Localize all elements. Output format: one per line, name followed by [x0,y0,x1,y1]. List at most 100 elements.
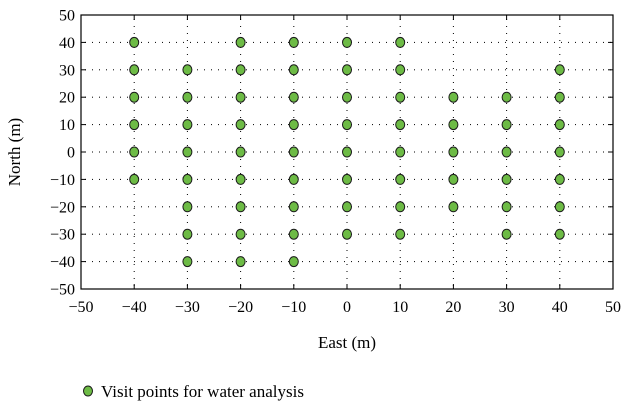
grid-dot [559,271,561,272]
grid-dot [113,206,114,208]
grid-dot [379,233,380,235]
data-point [182,256,193,268]
grid-dot [463,151,464,153]
x-tick-label: −10 [281,299,306,316]
grid-dot [506,159,508,160]
grid-dot [421,261,422,263]
grid-dot [186,271,188,272]
grid-dot [316,41,317,43]
grid-dot [113,233,114,235]
data-point [182,173,193,185]
grid-dot [568,261,569,263]
grid-dot [162,206,163,208]
grid-dot [113,261,114,263]
grid-dot [421,41,422,43]
grid-dot [253,206,254,208]
grid-dot [134,261,135,263]
grid-dot [346,215,348,216]
grid-dot [477,151,478,153]
grid-dot [204,261,205,263]
grid-dot [293,187,295,188]
grid-dot [519,151,520,153]
grid-dot [452,110,454,111]
y-tick-label: −50 [50,282,75,299]
grid-dot [186,278,188,279]
data-point [554,91,565,103]
grid-dot [506,278,508,279]
grid-dot [240,54,242,55]
grid-dot [323,96,324,98]
grid-dot [346,75,348,76]
grid-dot [148,206,149,208]
grid-dot [232,261,233,263]
grid-dot [393,96,394,98]
grid-dot [393,261,394,263]
grid-dot [246,124,247,126]
grid-dot [92,261,93,263]
grid-dot [141,41,142,43]
grid-dot [506,145,508,146]
grid-dot [240,61,242,62]
grid-dot [120,206,121,208]
data-point [235,91,246,103]
grid-dot [351,261,352,263]
grid-dot [162,69,163,71]
grid-dot [323,151,324,153]
grid-dot [435,69,436,71]
grid-dot [99,178,100,180]
grid-dot [452,75,454,76]
grid-dot [106,69,107,71]
grid-dot [506,222,508,223]
data-point [554,64,565,76]
grid-dot [435,233,436,235]
legend-label: Visit points for water analysis [101,382,304,401]
grid-dot [596,151,597,153]
grid-dot [505,69,506,71]
grid-dot [190,41,191,43]
grid-dot [186,243,188,244]
grid-dot [267,69,268,71]
grid-dot [533,261,534,263]
grid-dot [365,69,366,71]
x-tick-label: −40 [122,299,147,316]
grid-dot [274,233,275,235]
grid-dot [589,69,590,71]
grid-dot [442,178,443,180]
grid-dot [133,257,135,258]
grid-dot [246,96,247,98]
grid-dot [141,69,142,71]
grid-dot [197,69,198,71]
y-tick-label: −30 [50,227,75,244]
grid-dot [421,69,422,71]
data-point [395,36,406,48]
data-point [501,201,512,213]
grid-dot [533,124,534,126]
grid-dot [274,178,275,180]
grid-dot [274,206,275,208]
grid-dot [526,261,527,263]
grid-dot [463,233,464,235]
grid-dot [99,69,100,71]
grid-dot [288,151,289,153]
grid-dot [281,96,282,98]
grid-dot [414,233,415,235]
grid-dot [204,151,205,153]
grid-dot [589,178,590,180]
grid-dot [293,222,295,223]
grid-dot [582,96,583,98]
data-point [235,119,246,131]
grid-dot [323,69,324,71]
data-point [395,119,406,131]
grid-dot [176,261,177,263]
grid-dot [155,124,156,126]
grid-dot [148,151,149,153]
grid-dot [540,206,541,208]
grid-dot [506,250,508,251]
grid-dot [379,151,380,153]
grid-dot [386,124,387,126]
grid-dot [512,206,513,208]
grid-dot [399,159,401,160]
grid-dot [442,151,443,153]
data-point [235,256,246,268]
grid-dot [547,206,548,208]
